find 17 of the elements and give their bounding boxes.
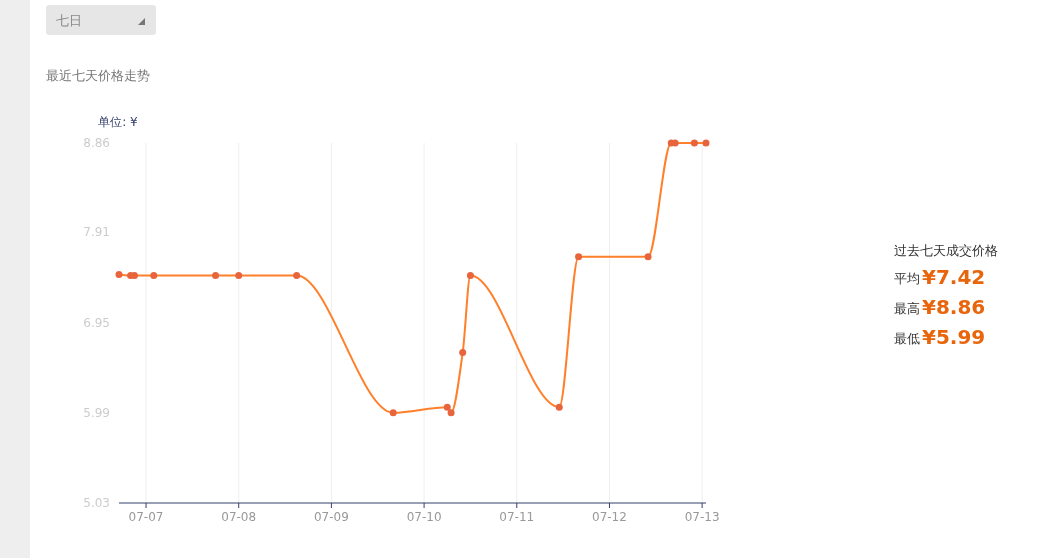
x-tick-label: 07-07 xyxy=(128,510,164,524)
text: ¥7.42 xyxy=(922,265,986,289)
x-tick-label: 07-09 xyxy=(313,510,349,524)
text: ¥5.99 xyxy=(922,325,986,349)
x-tick-label: 07-08 xyxy=(221,510,257,524)
x-tick-label: 07-10 xyxy=(406,510,442,524)
x-tick-label: 07-13 xyxy=(684,510,720,524)
text: 过去七天成交价格 xyxy=(894,243,998,258)
text: 最低 xyxy=(894,331,920,346)
y-axis-title: 单位: ¥ xyxy=(98,115,139,129)
text: 最高 xyxy=(894,301,920,316)
x-tick-label: 07-11 xyxy=(499,510,535,524)
text: 平均 xyxy=(894,271,920,286)
control-dropdown: 七日 xyxy=(46,5,156,35)
chart-title: 最近七天价格走势 xyxy=(46,68,150,83)
x-tick-label: 07-12 xyxy=(592,510,627,524)
text: ¥8.86 xyxy=(922,295,986,319)
